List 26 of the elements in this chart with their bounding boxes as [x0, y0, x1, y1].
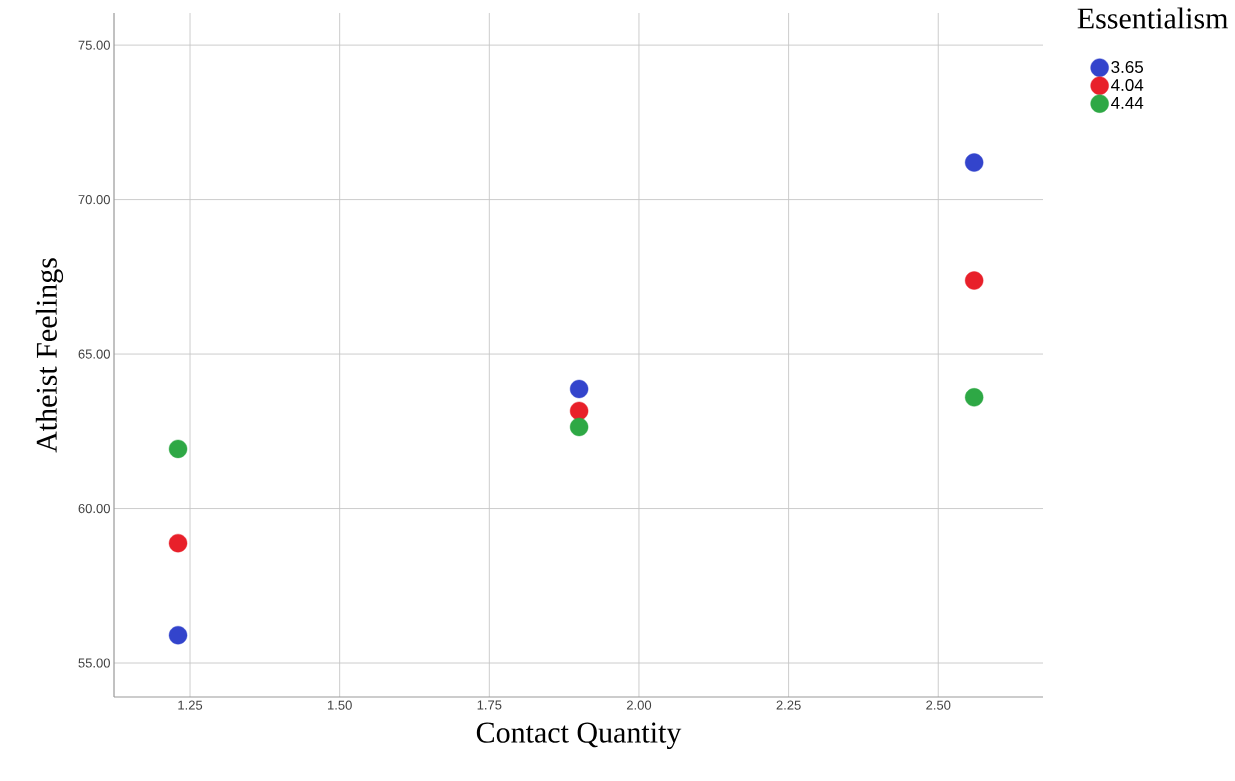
x-tick-label: 2.50 [926, 700, 951, 710]
x-tick-label: 2.00 [626, 700, 652, 710]
x-tick-label: 1.75 [477, 700, 502, 710]
point [964, 271, 984, 290]
y-tick-label: 65.00 [78, 349, 110, 359]
x-tick-label: 1.50 [328, 700, 352, 710]
y-tick-label: 70.00 [78, 194, 110, 205]
point [168, 439, 188, 459]
point [569, 417, 589, 437]
y-axis-title: Atheist Feelings [35, 258, 64, 453]
x-tick-label: 2.25 [776, 700, 801, 710]
point [964, 388, 984, 407]
x-axis-title: Contact Quantity [476, 722, 682, 749]
legend-title: Essentialism [1077, 7, 1229, 29]
point [168, 533, 188, 553]
legend-label: 4.44 [1111, 97, 1144, 109]
point [964, 153, 984, 172]
legend-label: 4.04 [1111, 78, 1144, 92]
point [569, 401, 589, 421]
y-tick-label: 55.00 [78, 658, 110, 668]
y-tick-label: 75.00 [78, 40, 110, 50]
x-tick-label: 1.25 [178, 700, 203, 710]
point [168, 626, 188, 645]
legend-label: 3.65 [1111, 60, 1144, 74]
point [569, 379, 589, 399]
y-tick-label: 60.00 [78, 503, 110, 514]
